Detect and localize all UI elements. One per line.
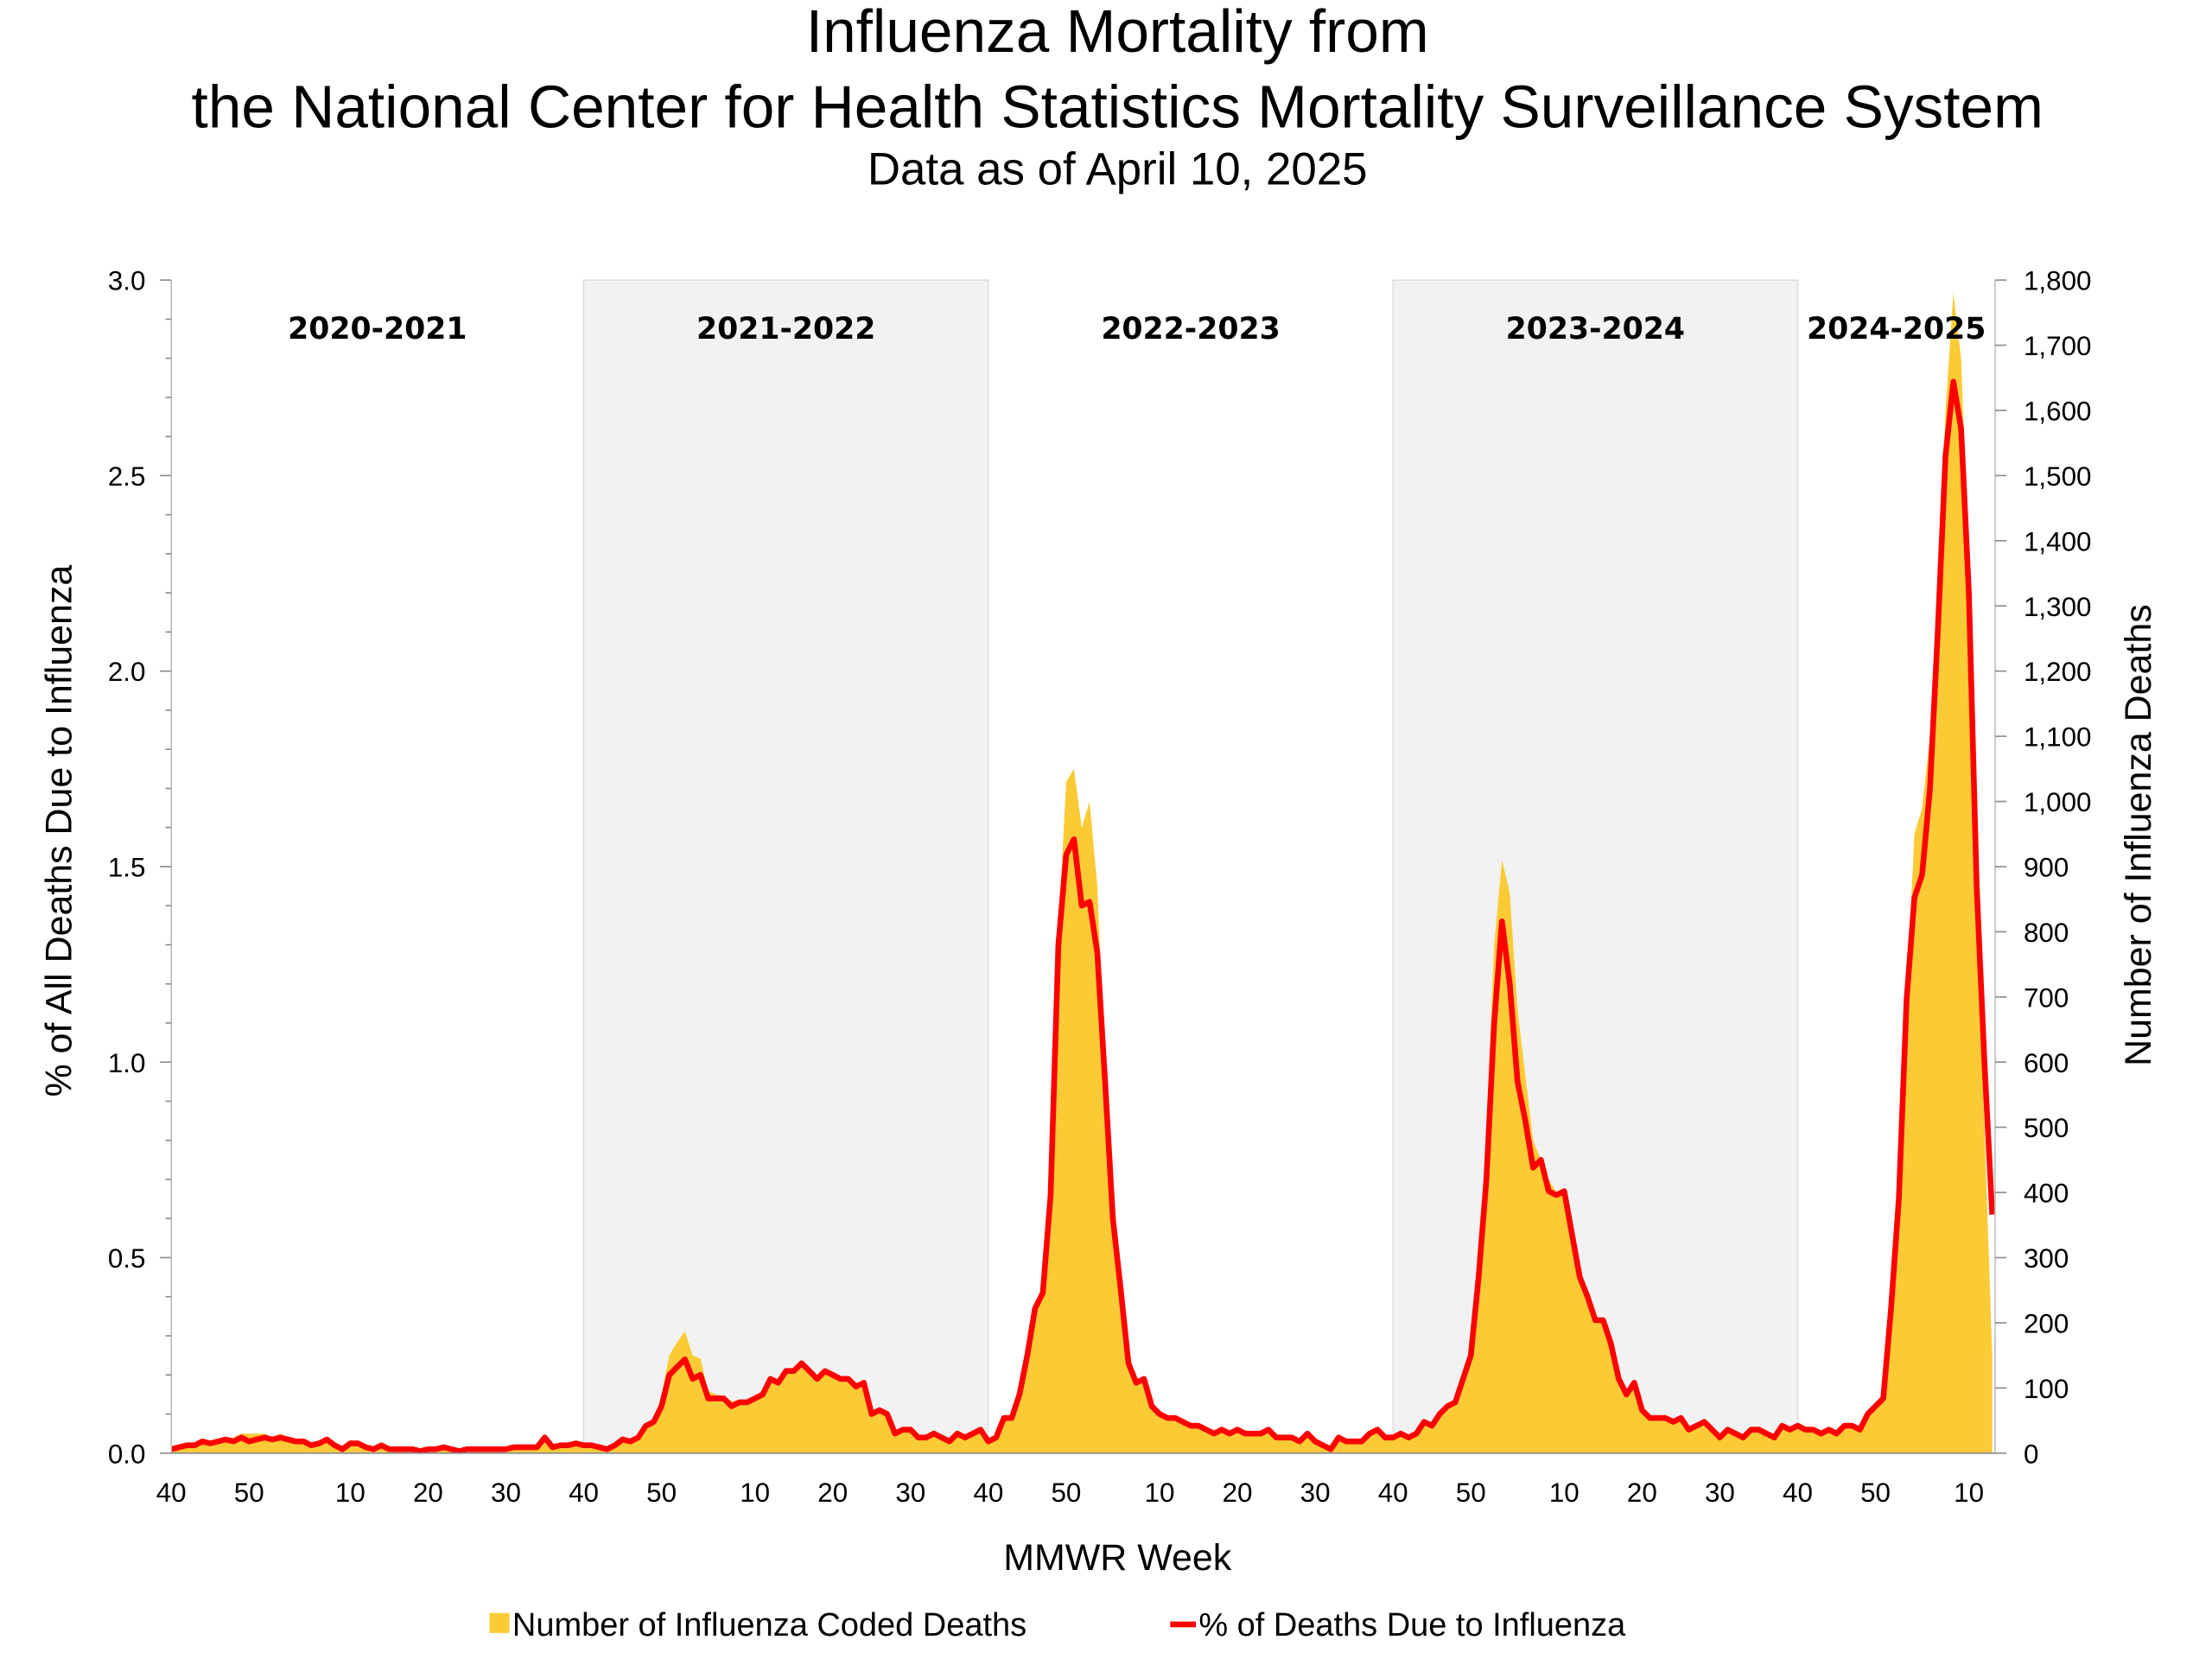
y-right-tick-label: 1,000 [2024, 787, 2092, 817]
x-tick-label: 10 [335, 1478, 365, 1508]
y-left-tick-label: 0.0 [108, 1439, 146, 1469]
season-label: 2021-2022 [696, 312, 875, 346]
y-right-tick-label: 600 [2024, 1048, 2069, 1078]
y-right-tick-label: 800 [2024, 918, 2069, 948]
y-left-tick-label: 2.5 [108, 461, 146, 492]
season-shading [582, 279, 1799, 1454]
chart-title-line2: the National Center for Health Statistic… [192, 73, 2044, 140]
x-tick-label: 10 [1549, 1478, 1580, 1508]
x-tick-label: 50 [646, 1478, 677, 1508]
y-right-tick-label: 1,400 [2024, 526, 2092, 556]
x-tick-label: 40 [973, 1478, 1003, 1508]
x-axis-label: MMWR Week [1003, 1537, 1232, 1579]
season-shade-2023-2024 [1392, 279, 1799, 1454]
x-tick-label: 50 [1860, 1478, 1891, 1508]
y-right-tick-label: 1,100 [2024, 722, 2092, 753]
x-tick-label: 30 [491, 1478, 521, 1508]
x-tick-label: 50 [234, 1478, 264, 1508]
x-tick-label: 10 [740, 1478, 770, 1508]
y-right-tick-label: 1,700 [2024, 331, 2092, 361]
y-axis-left-label: % of All Deaths Due to Influenza [39, 565, 80, 1097]
y-right-tick-label: 700 [2024, 982, 2069, 1013]
legend-label-pct: % of Deaths Due to Influenza [1198, 1607, 1626, 1643]
y-right-tick-label: 1,500 [2024, 461, 2092, 492]
y-right-tick-label: 100 [2024, 1374, 2069, 1404]
x-tick-label: 10 [1145, 1478, 1175, 1508]
y-right-tick-label: 900 [2024, 853, 2069, 883]
y-axis-right-label: Number of Influenza Deaths [2118, 604, 2159, 1066]
season-label: 2020-2021 [288, 312, 467, 346]
legend-label-deaths: Number of Influenza Coded Deaths [512, 1607, 1027, 1643]
legend: Number of Influenza Coded Deaths % of De… [489, 1607, 1626, 1643]
y-left-tick-label: 0.5 [108, 1243, 146, 1274]
x-tick-label: 50 [1456, 1478, 1486, 1508]
x-tick-label: 50 [1051, 1478, 1081, 1508]
x-tick-label: 30 [1300, 1478, 1331, 1508]
x-tick-label: 40 [1378, 1478, 1408, 1508]
season-labels: 2020-2021 2021-2022 2022-2023 2023-2024 2024… [288, 312, 1986, 346]
legend-swatch-deaths [489, 1612, 510, 1633]
y-right-tick-label: 200 [2024, 1308, 2069, 1338]
x-tick-label: 30 [895, 1478, 925, 1508]
x-tick-label: 40 [1783, 1478, 1813, 1508]
axes: 0.0 0.5 1.0 1.5 2.0 2.5 3.0 0 100 200 300 400 500 600… [108, 266, 2092, 1508]
x-tick-label: 10 [1954, 1478, 1984, 1508]
x-tick-label: 20 [1223, 1478, 1253, 1508]
y-right-tick-label: 0 [2024, 1439, 2038, 1469]
x-tick-label: 30 [1705, 1478, 1735, 1508]
y-right-tick-label: 400 [2024, 1179, 2069, 1209]
season-label: 2023-2024 [1506, 312, 1685, 346]
y-right-tick-label: 500 [2024, 1113, 2069, 1143]
x-tick-label: 40 [569, 1478, 599, 1508]
pct-line [170, 378, 1995, 1454]
chart-subtitle: Data as of April 10, 2025 [868, 143, 1368, 194]
y-right-tick-label: 300 [2024, 1243, 2069, 1274]
y-right-tick-label: 1,300 [2024, 592, 2092, 622]
x-tick-label: 40 [156, 1478, 187, 1508]
y-left-tick-label: 3.0 [108, 266, 146, 296]
y-right-tick-label: 1,800 [2024, 266, 2092, 296]
season-shade-2021-2022 [582, 279, 989, 1454]
x-tick-label: 20 [1627, 1478, 1657, 1508]
y-left-tick-label: 1.0 [108, 1048, 146, 1078]
x-tick-label: 20 [817, 1478, 848, 1508]
season-label: 2022-2023 [1101, 312, 1280, 346]
chart-title: Influenza Mortality from [806, 0, 1429, 65]
y-left-tick-label: 2.0 [108, 657, 146, 687]
y-right-tick-label: 1,200 [2024, 657, 2092, 687]
season-label: 2024-2025 [1807, 312, 1986, 346]
y-left-tick-label: 1.5 [108, 853, 146, 883]
y-right-tick-label: 1,600 [2024, 397, 2092, 427]
x-tick-label: 20 [413, 1478, 443, 1508]
pct-line-layer [170, 378, 1995, 1454]
